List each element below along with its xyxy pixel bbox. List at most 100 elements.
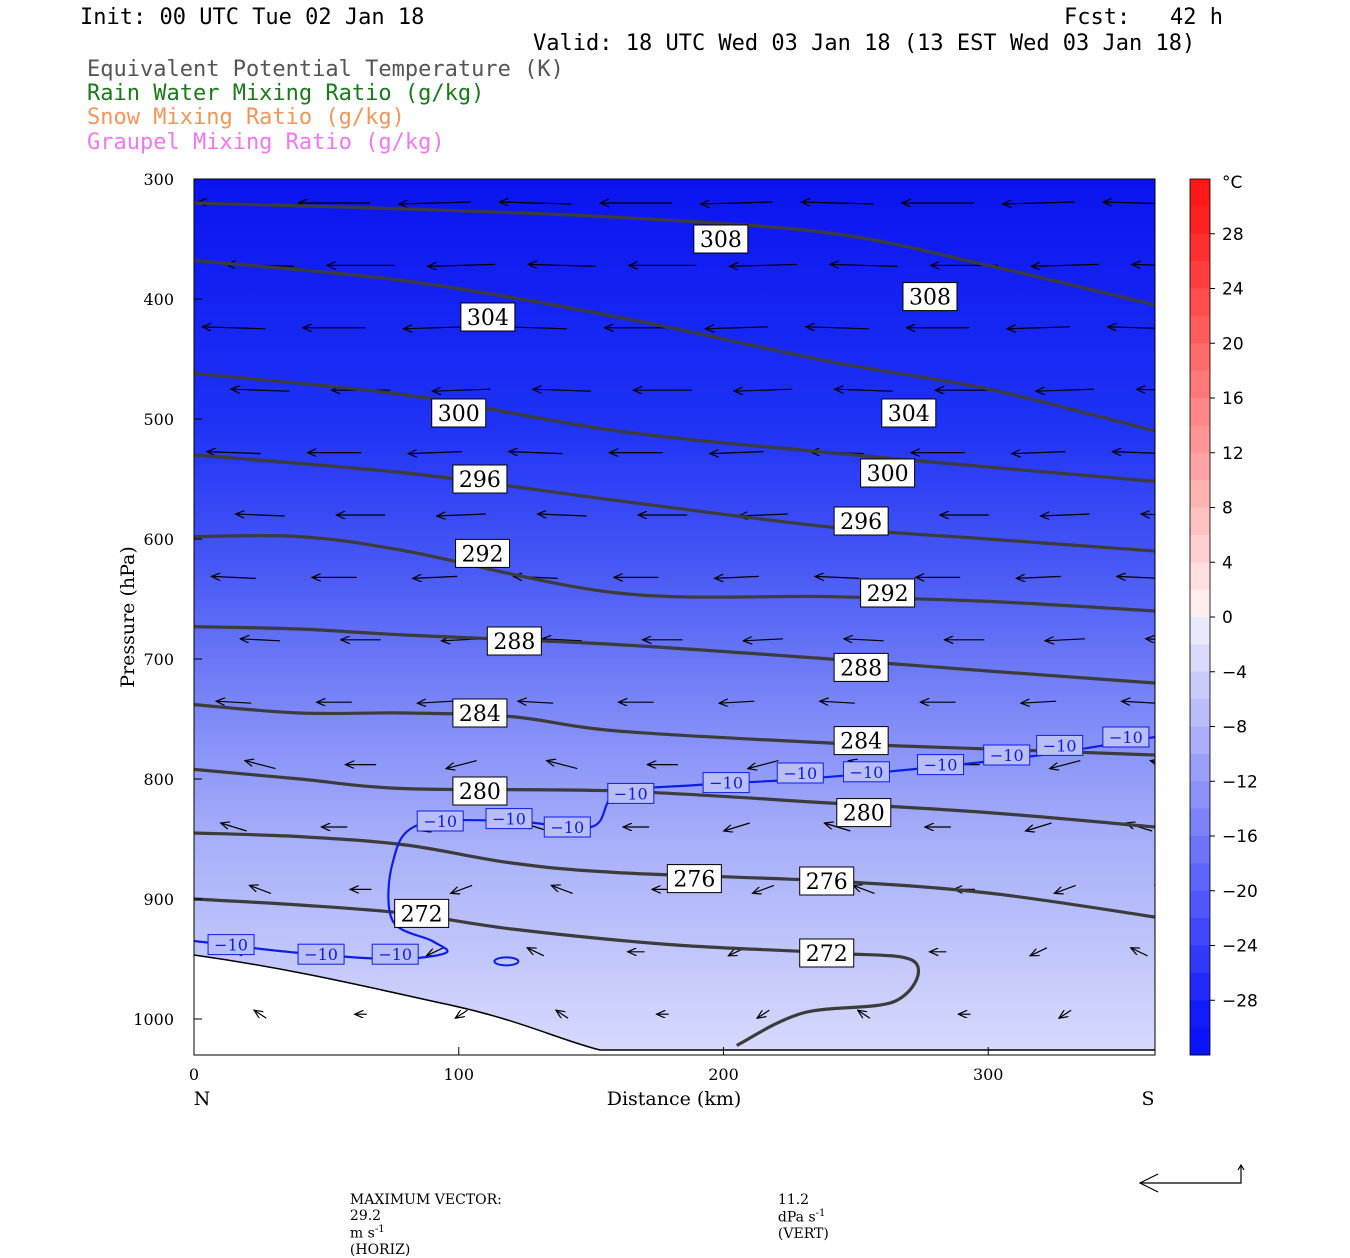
wind-vector: [830, 264, 898, 266]
wind-vector: [1040, 514, 1090, 516]
y-tick-label: 300: [143, 170, 174, 189]
wind-vector: [835, 389, 893, 391]
x-tick-label: 0: [189, 1065, 199, 1084]
x-end-label-north: N: [194, 1088, 211, 1110]
colorbar: 28 24 20 16 12 8 4 0 −4 −8 −12 −16 −20 −24 −28: [1189, 178, 1258, 1056]
colorbar-label: 4: [1222, 553, 1233, 573]
colorbar-band: [1190, 562, 1210, 591]
wind-vector: [542, 639, 582, 641]
wind-vector: [1159, 1010, 1171, 1018]
temp-label: −10: [783, 764, 817, 783]
colorbar-band: [1190, 918, 1210, 946]
colorbar-band: [1190, 370, 1210, 399]
temp-label: −10: [990, 746, 1024, 765]
wind-vector: [1016, 576, 1061, 578]
contour-labels: 308 308 304 304 300 300 296 296 292 292 288 288 284 2…: [207, 224, 1150, 968]
wind-vector: [757, 1009, 770, 1018]
theta-e-contour-272: [194, 897, 921, 1047]
y-tick-label: 1000: [133, 1010, 174, 1029]
theta-e-label: 292: [462, 542, 504, 567]
temp-label: −10: [850, 763, 884, 782]
wind-vector: [432, 389, 491, 391]
wind-vector: [1131, 948, 1148, 957]
colorbar-label: −24: [1222, 937, 1258, 957]
temp-label: −10: [1043, 736, 1077, 755]
temp-label-box: [607, 782, 655, 804]
max-horiz-value: 29.2: [349, 1208, 382, 1224]
wind-vector: [417, 701, 453, 703]
wind-vector: [1108, 327, 1155, 329]
wind-vector: [1026, 822, 1052, 831]
wind-vector: [537, 514, 587, 516]
temp-contour-closed: [493, 956, 520, 967]
colorbar-band: [1190, 945, 1210, 974]
colorbar-label: 0: [1222, 608, 1233, 628]
wind-vector: [236, 514, 285, 516]
theta-e-label: 292: [867, 582, 909, 607]
colorbar-band: [1190, 726, 1210, 755]
theta-e-label: 272: [806, 942, 848, 967]
temp-label-box: [983, 744, 1031, 766]
y-tick-label: 800: [143, 770, 174, 789]
temp-label-box: [297, 943, 345, 965]
x-tick-label: 100: [443, 1065, 474, 1084]
wind-vector: [1141, 514, 1155, 516]
colorbar-band: [1190, 206, 1210, 235]
temp-label-box: [207, 934, 255, 956]
wind-vector: [705, 327, 769, 329]
wind-vector: [1050, 760, 1081, 769]
y-axis: 300 400 500 600 700 800 900 1000: [133, 170, 202, 1029]
wind-vector: [207, 452, 261, 454]
theta-e-label: 284: [840, 730, 882, 755]
colorbar-band: [1190, 890, 1210, 919]
wind-vector: [1117, 576, 1155, 578]
max-vector-footer: MAXIMUM VECTOR: 29.2 m s-1 (HORIZ): [341, 1176, 511, 1258]
theta-e-label-box: [799, 938, 855, 968]
plot-frame: [193, 178, 1156, 1056]
theta-e-label-box: [394, 898, 450, 928]
theta-e-label: 304: [467, 306, 509, 331]
temp-label-box: [842, 761, 890, 783]
max-horiz-unit: m s: [349, 1225, 375, 1242]
wind-vector: [724, 822, 750, 831]
wind-vector: [858, 1010, 871, 1019]
wind-vector: [245, 761, 276, 770]
theta-e-label-box: [452, 464, 508, 494]
wind-vector: [404, 327, 467, 329]
colorbar-band: [1190, 179, 1210, 207]
wind-vector: [1103, 202, 1155, 204]
colorbar-label: −12: [1222, 772, 1258, 792]
colorbar-band: [1190, 315, 1210, 344]
wind-vector: [231, 389, 290, 391]
colorbar-band: [1190, 808, 1210, 837]
x-tick-label: 200: [708, 1065, 739, 1084]
wind-vector: [719, 701, 755, 703]
temp-label-box: [1036, 734, 1084, 756]
colorbar-band: [1190, 425, 1210, 454]
theta-e-label-box: [455, 538, 511, 568]
temp-label-box: [371, 943, 419, 965]
theta-e-contour-300: [194, 371, 1155, 483]
colorbar-band: [1190, 480, 1210, 508]
colorbar-band: [1190, 398, 1210, 426]
theta-e-contour-296: [194, 453, 1155, 553]
legend-theta-e: Equivalent Potential Temperature (K): [87, 57, 564, 82]
wind-vector: [455, 1009, 468, 1018]
colorbar-label: 28: [1222, 225, 1244, 245]
colorbar-band: [1190, 589, 1210, 618]
temp-label: −10: [614, 784, 648, 803]
colorbar-band: [1190, 644, 1210, 673]
theta-e-label-box: [486, 626, 542, 656]
y-tick-label: 400: [143, 290, 174, 309]
wind-vector: [556, 1010, 569, 1019]
wind-vector: [408, 452, 462, 454]
theta-e-label-box: [452, 776, 508, 806]
temp-label-box: [776, 762, 824, 784]
colorbar-band: [1190, 863, 1210, 892]
theta-e-label-box: [799, 866, 855, 896]
y-tick-label: 900: [143, 890, 174, 909]
wind-vector: [1045, 639, 1085, 641]
wind-vector: [428, 264, 496, 266]
colorbar-band: [1190, 617, 1210, 645]
theta-e-contour-292: [194, 533, 1155, 613]
